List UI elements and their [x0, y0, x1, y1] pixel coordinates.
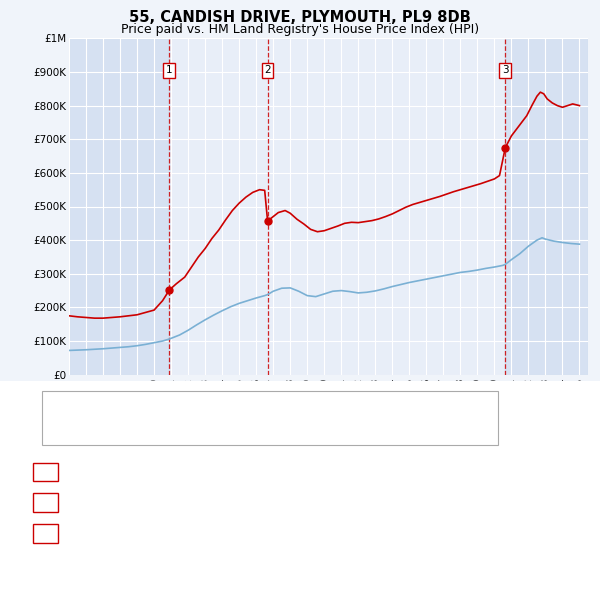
Text: 01-SEP-2006: 01-SEP-2006 [69, 496, 144, 509]
Text: 55, CANDISH DRIVE, PLYMOUTH, PL9 8DB (detached house): 55, CANDISH DRIVE, PLYMOUTH, PL9 8DB (de… [87, 401, 419, 411]
Text: 83% ↑ HPI: 83% ↑ HPI [336, 496, 398, 509]
Bar [505, 38, 588, 375]
Bar [268, 38, 505, 375]
Text: 126% ↑ HPI: 126% ↑ HPI [336, 466, 406, 478]
Text: £251,950: £251,950 [228, 466, 284, 478]
Bar [69, 38, 169, 375]
Text: 55, CANDISH DRIVE, PLYMOUTH, PL9 8DB: 55, CANDISH DRIVE, PLYMOUTH, PL9 8DB [129, 10, 471, 25]
Text: 21-AUG-2020: 21-AUG-2020 [69, 527, 148, 540]
Text: 24-NOV-2000: 24-NOV-2000 [69, 466, 148, 478]
Text: 3: 3 [42, 529, 49, 538]
Bar [169, 38, 268, 375]
Text: Price paid vs. HM Land Registry's House Price Index (HPI): Price paid vs. HM Land Registry's House … [121, 23, 479, 36]
Text: 3: 3 [502, 65, 509, 76]
Text: 1: 1 [166, 65, 173, 76]
Text: £457,000: £457,000 [228, 496, 284, 509]
Text: £675,000: £675,000 [228, 527, 284, 540]
Text: 107% ↑ HPI: 107% ↑ HPI [336, 527, 406, 540]
Text: 1: 1 [42, 467, 49, 477]
Text: 2: 2 [264, 65, 271, 76]
Text: 2: 2 [42, 498, 49, 507]
Text: HPI: Average price, detached house, City of Plymouth: HPI: Average price, detached house, City… [87, 425, 386, 435]
Text: Contains HM Land Registry data © Crown copyright and database right 2024.: Contains HM Land Registry data © Crown c… [33, 562, 413, 571]
Text: This data is licensed under the Open Government Licence v3.0.: This data is licensed under the Open Gov… [33, 573, 344, 583]
